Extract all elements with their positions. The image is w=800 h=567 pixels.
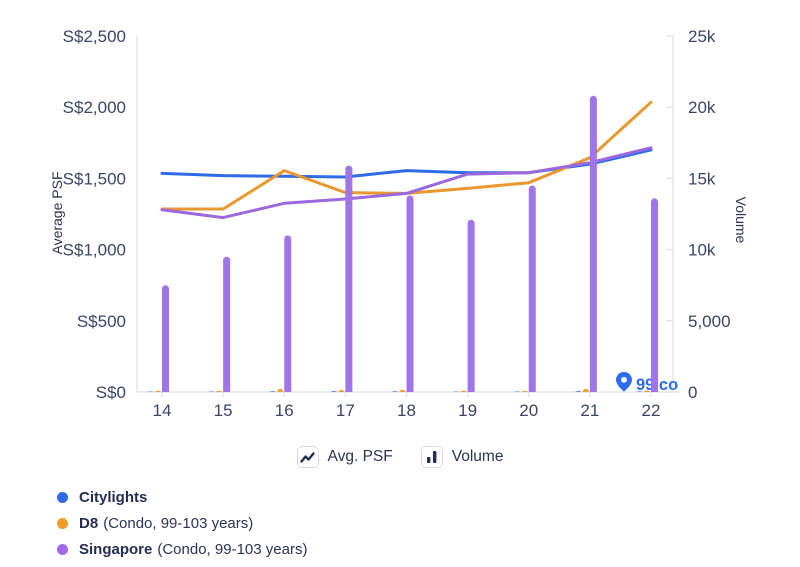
- legend-item-d8: D8 (Condo, 99-103 years): [57, 515, 307, 532]
- legend-item-singapore: Singapore (Condo, 99-103 years): [57, 541, 307, 558]
- right-axis-tick-label: 20k: [688, 98, 716, 117]
- x-axis-tick-label: 16: [275, 401, 294, 420]
- volume-bar-d8-18: [399, 389, 406, 392]
- volume-toggle[interactable]: Volume: [420, 446, 504, 468]
- right-axis-title: Volume: [733, 197, 749, 244]
- volume-bar-singapore-16: [284, 235, 292, 392]
- right-axis-tick-label: 25k: [688, 27, 716, 46]
- series-name: D8: [79, 515, 99, 532]
- avg-psf-toggle-label: Avg. PSF: [327, 448, 393, 465]
- metric-legend: Avg. PSF Volume: [0, 446, 800, 468]
- volume-bar-citylights-14: [147, 391, 154, 392]
- right-axis-tick-label: 15k: [688, 169, 716, 188]
- x-axis-tick-label: 19: [458, 401, 477, 420]
- series-suffix: (Condo, 99-103 years): [103, 515, 254, 532]
- x-axis-tick-label: 14: [153, 401, 172, 420]
- volume-bar-d8-16: [277, 388, 284, 392]
- volume-bar-singapore-20: [528, 185, 536, 392]
- x-axis-tick-label: 22: [642, 401, 661, 420]
- left-axis-tick-label: S$2,500: [63, 27, 126, 46]
- volume-bar-citylights-15: [208, 391, 215, 392]
- series-legend: Citylights D8 (Condo, 99-103 years) Singa…: [57, 489, 307, 558]
- x-axis-tick-label: 17: [336, 401, 355, 420]
- psf-line-singapore: [160, 146, 653, 220]
- volume-bar-d8-15: [216, 390, 223, 392]
- volume-bar-singapore-21: [589, 95, 597, 392]
- volume-bar-singapore-14: [162, 285, 169, 392]
- volume-toggle-label: Volume: [451, 448, 504, 465]
- volume-bar-singapore-19: [467, 219, 475, 392]
- volume-bar-singapore-18: [406, 195, 414, 392]
- volume-bar-singapore-15: [223, 256, 231, 392]
- citylights-dot-icon: [57, 492, 68, 503]
- left-axis-tick-label: S$1,000: [63, 241, 126, 260]
- series-suffix: (Condo, 99-103 years): [157, 541, 308, 558]
- x-axis-tick-label: 20: [519, 401, 538, 420]
- volume-bar-singapore-17: [345, 165, 353, 392]
- watermark-pin-icon: [616, 372, 632, 392]
- volume-bar-d8-22: [644, 390, 650, 392]
- bars-icon: [420, 446, 443, 468]
- x-axis-tick-label: 18: [397, 401, 416, 420]
- left-axis-tick-label: S$0: [96, 383, 126, 402]
- left-axis-tick-label: S$500: [77, 312, 126, 331]
- volume-bar-d8-14: [155, 390, 161, 392]
- volume-bar-d8-17: [338, 389, 345, 392]
- volume-bar-citylights-19: [453, 391, 460, 392]
- volume-bar-citylights-20: [514, 391, 521, 392]
- right-axis-tick-label: 5,000: [688, 312, 731, 331]
- line-zigzag-icon: [296, 446, 319, 468]
- volume-bar-singapore-22: [651, 198, 658, 392]
- volume-bar-citylights-22: [636, 391, 643, 392]
- volume-bar-d8-21: [582, 388, 589, 392]
- avg-psf-toggle[interactable]: Avg. PSF: [296, 446, 393, 468]
- d8-dot-icon: [57, 518, 68, 529]
- volume-bar-citylights-17: [330, 391, 337, 392]
- left-axis-tick-label: S$2,000: [63, 98, 126, 117]
- volume-bar-citylights-16: [269, 391, 276, 392]
- x-axis-tick-label: 21: [580, 401, 599, 420]
- chart-plot-area: S$2,500 S$2,000 S$1,500 S$1,000 S$500 S$0 25k 2…: [49, 27, 749, 420]
- left-axis-title: Average PSF: [49, 171, 65, 254]
- right-axis-tick-label: 10k: [688, 241, 716, 260]
- series-name: Citylights: [79, 489, 148, 506]
- volume-bar-d8-20: [521, 390, 528, 392]
- singapore-dot-icon: [57, 544, 68, 555]
- x-axis-tick-label: 15: [214, 401, 233, 420]
- series-name: Singapore: [79, 541, 153, 558]
- right-axis-tick-label: 0: [688, 383, 697, 402]
- volume-bar-citylights-18: [392, 391, 398, 392]
- legend-item-citylights: Citylights: [57, 489, 307, 506]
- volume-bar-citylights-21: [575, 390, 582, 392]
- volume-bar-d8-19: [460, 390, 467, 392]
- left-axis-tick-label: S$1,500: [63, 169, 126, 188]
